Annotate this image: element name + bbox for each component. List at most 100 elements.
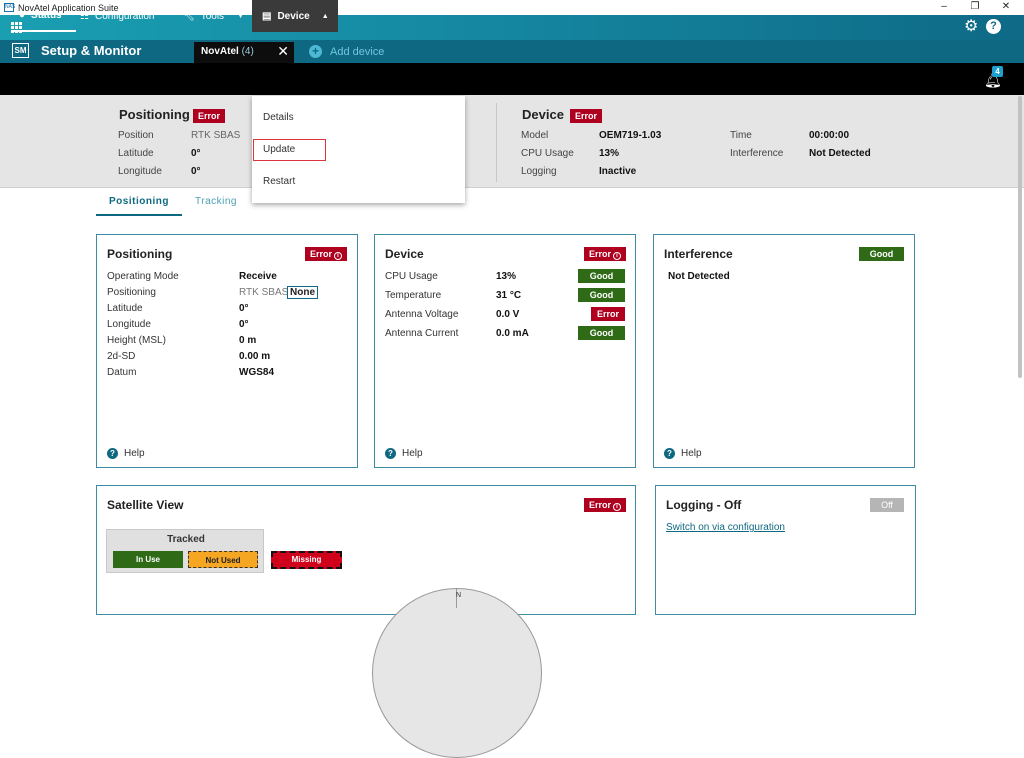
tab-tracking[interactable]: Tracking — [195, 196, 237, 207]
nav-tools-label: Tools — [200, 10, 225, 22]
minimize-button[interactable]: – — [941, 1, 947, 12]
device-icon: ▤ — [262, 10, 272, 22]
satellite-card-title: Satellite View — [107, 498, 184, 512]
positioning-help-link[interactable]: ? Help — [107, 448, 145, 459]
summary-divider — [496, 103, 497, 182]
app-icon: NAS — [4, 3, 16, 12]
row-label: CPU Usage — [385, 271, 438, 282]
nav-configuration-label: Configuration — [94, 10, 155, 22]
summary-model-label: Model — [521, 130, 549, 141]
help-icon: ? — [385, 448, 396, 459]
row-value: 13% — [496, 271, 517, 282]
summary-interference-label: Interference — [730, 148, 784, 159]
summary-latitude-value: 0° — [191, 148, 201, 159]
logging-card-status: Off — [870, 498, 904, 512]
summary-device-status: Error — [570, 109, 603, 123]
device-tab[interactable]: NovAtel (4) ✕ — [194, 42, 294, 63]
wrench-icon: 🔧︎ — [182, 10, 195, 22]
positioning-card-status: Error i — [305, 247, 348, 261]
summary-position-label: Position — [118, 130, 154, 141]
device-tab-count: (4) — [241, 46, 254, 57]
update-highlight — [253, 139, 326, 161]
row-value: 0° — [239, 319, 249, 330]
status-icon: ◕ — [19, 9, 26, 21]
tracked-legend-title: Tracked — [167, 534, 205, 545]
summary-longitude-label: Longitude — [118, 166, 162, 177]
app-bar: SM Setup & Monitor NovAtel (4) ✕ + Add d… — [0, 40, 1024, 63]
interference-help-link[interactable]: ? Help — [664, 448, 702, 459]
interference-card-status: Good — [859, 247, 904, 261]
row-value: 0.0 mA — [496, 328, 529, 339]
nav-configuration[interactable]: ☷ Configuration — [80, 0, 168, 32]
info-icon: i — [613, 252, 622, 260]
device-card-title: Device — [385, 247, 424, 261]
close-tab-icon[interactable]: ✕ — [277, 43, 289, 59]
device-card-status: Error i — [584, 247, 627, 261]
vertical-scrollbar[interactable] — [1018, 96, 1022, 378]
interference-value: Not Detected — [668, 271, 730, 282]
plus-icon: + — [309, 45, 322, 58]
tab-positioning[interactable]: Positioning — [96, 196, 182, 216]
close-window-button[interactable]: ✕ — [1001, 1, 1011, 12]
sky-plot-north-axis — [456, 588, 457, 608]
legend-missing: Missing — [271, 551, 342, 569]
summary-interference-value: Not Detected — [809, 148, 871, 159]
info-icon: i — [613, 503, 622, 511]
nav-status[interactable]: ◕ Status — [11, 0, 76, 32]
row-status-badge: Error — [591, 307, 625, 321]
add-device-button[interactable]: + Add device — [309, 45, 384, 58]
nav-status-label: Status — [31, 9, 62, 21]
summary-cpu-label: CPU Usage — [521, 148, 574, 159]
nav-device-label: Device — [277, 10, 310, 22]
logging-config-link[interactable]: Switch on via configuration — [666, 522, 785, 533]
legend-in-use: In Use — [113, 551, 183, 568]
nav-bar — [0, 63, 1024, 95]
nav-device[interactable]: ▤ Device ▲ — [252, 0, 338, 32]
row-label: Longitude — [107, 319, 151, 330]
row-label: Operating Mode — [107, 271, 179, 282]
row-value: 0.0 V — [496, 309, 520, 320]
nav-tools[interactable]: 🔧︎ Tools ▼ — [182, 0, 246, 32]
help-icon: ? — [664, 448, 675, 459]
row-value: 0° — [239, 303, 249, 314]
window-title: NovAtel Application Suite — [18, 2, 119, 13]
row-label: 2d-SD — [107, 351, 136, 362]
caret-up-icon: ▲ — [321, 12, 329, 20]
summary-logging-value: Inactive — [599, 166, 637, 177]
sky-plot-north-label: N — [456, 592, 462, 599]
summary-model-value: OEM719-1.03 — [599, 130, 662, 141]
restore-button[interactable]: ❐ — [970, 1, 980, 12]
positioning-none-chip: None — [287, 286, 318, 299]
caret-down-icon: ▼ — [237, 12, 244, 20]
menu-item-restart[interactable]: Restart — [263, 176, 296, 187]
add-device-label: Add device — [330, 45, 385, 58]
summary-positioning-title: Positioning — [119, 107, 190, 122]
device-dropdown-menu: Details Update Restart — [252, 96, 465, 203]
satellite-card-status: Error i — [584, 498, 627, 512]
device-help-link[interactable]: ? Help — [385, 448, 423, 459]
row-label: Datum — [107, 367, 137, 378]
gear-icon[interactable]: ⚙ — [964, 18, 979, 35]
legend-not-used: Not Used — [188, 551, 258, 568]
sliders-icon: ☷ — [80, 10, 89, 22]
positioning-card: Positioning Error i Operating Mode Receiv… — [96, 234, 358, 468]
row-value: 31 °C — [496, 290, 522, 301]
notification-count: 4 — [992, 66, 1003, 77]
row-label: Antenna Voltage — [385, 309, 459, 320]
summary-position-value: RTK SBAS — [191, 130, 241, 141]
menu-item-details[interactable]: Details — [263, 112, 294, 123]
menu-item-update[interactable]: Update — [263, 144, 296, 155]
summary-positioning-status: Error — [193, 109, 226, 123]
row-label: Antenna Current — [385, 328, 459, 339]
summary-strip — [0, 95, 1024, 188]
row-status-badge: Good — [578, 326, 625, 340]
summary-logging-label: Logging — [521, 166, 557, 177]
row-value: WGS84 — [239, 367, 275, 378]
summary-cpu-value: 13% — [599, 148, 620, 159]
positioning-card-title: Positioning — [107, 247, 173, 261]
help-icon[interactable]: ? — [986, 19, 1001, 34]
satellite-view-card: Satellite View Error i — [96, 485, 636, 615]
row-status-badge: Good — [578, 288, 625, 302]
sky-plot — [372, 588, 542, 758]
help-icon: ? — [107, 448, 118, 459]
